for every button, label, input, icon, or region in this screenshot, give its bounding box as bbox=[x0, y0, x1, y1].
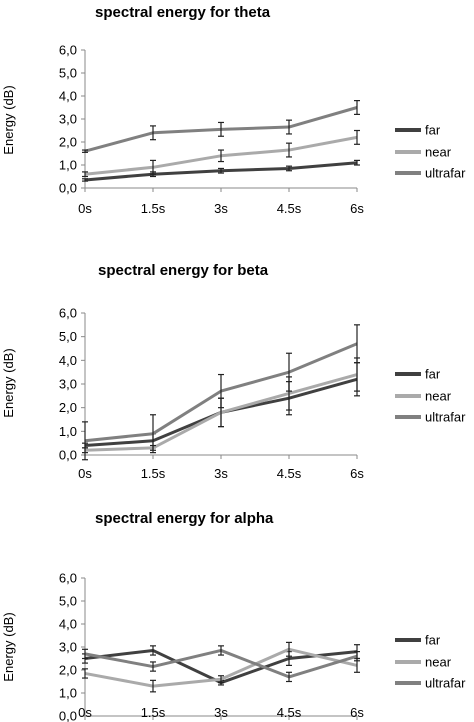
x-tick-label: 6s bbox=[350, 705, 364, 720]
y-tick-label: 6,0 bbox=[59, 43, 77, 58]
x-tick-label: 4.5s bbox=[277, 705, 302, 720]
y-tick-label: 1,0 bbox=[59, 158, 77, 173]
x-tick-label: 4.5s bbox=[277, 466, 302, 481]
y-axis-label: Energy (dB) bbox=[1, 85, 16, 154]
error-bar bbox=[150, 159, 156, 175]
y-tick-label: 6,0 bbox=[59, 306, 77, 321]
legend-label-near: near bbox=[425, 655, 452, 670]
error-bar bbox=[218, 645, 224, 656]
chart-title: spectral energy for theta bbox=[95, 4, 271, 21]
y-axis-label: Energy (dB) bbox=[1, 612, 16, 681]
y-tick-label: 3,0 bbox=[59, 377, 77, 392]
y-tick-label: 1,0 bbox=[59, 424, 77, 439]
legend-label-ultrafar: ultrafar bbox=[425, 676, 466, 691]
y-tick-label: 0,0 bbox=[59, 448, 77, 463]
legend-label-far: far bbox=[425, 367, 441, 382]
error-bar bbox=[82, 648, 88, 660]
legend-label-ultrafar: ultrafar bbox=[425, 166, 466, 181]
x-tick-label: 6s bbox=[350, 201, 364, 216]
y-axis-label: Energy (dB) bbox=[1, 348, 16, 417]
error-bar bbox=[286, 142, 292, 158]
y-tick-label: 6,0 bbox=[59, 571, 77, 586]
chart-panel: spectral energy for beta Energy (dB) 0,0 1,… bbox=[1, 262, 466, 481]
legend-label-ultrafar: ultrafar bbox=[425, 410, 466, 425]
error-bar bbox=[82, 178, 88, 182]
y-tick-label: 4,0 bbox=[59, 89, 77, 104]
legend-label-far: far bbox=[425, 123, 441, 138]
x-tick-label: 3s bbox=[214, 705, 228, 720]
error-bar bbox=[354, 650, 360, 662]
error-bar bbox=[286, 165, 292, 172]
error-bar bbox=[286, 119, 292, 135]
y-tick-label: 3,0 bbox=[59, 640, 77, 655]
legend-label-far: far bbox=[425, 633, 441, 648]
error-bar bbox=[354, 99, 360, 116]
error-bar bbox=[150, 414, 156, 454]
error-bar bbox=[218, 675, 224, 684]
error-bar bbox=[150, 125, 156, 141]
error-bar bbox=[286, 671, 292, 683]
error-bar bbox=[150, 661, 156, 672]
error-bar bbox=[82, 171, 88, 178]
y-tick-label: 2,0 bbox=[59, 400, 77, 415]
error-bar bbox=[218, 149, 224, 163]
x-tick-label: 1.5s bbox=[141, 201, 166, 216]
y-tick-label: 4,0 bbox=[59, 353, 77, 368]
x-tick-label: 0s bbox=[78, 466, 92, 481]
x-tick-label: 1.5s bbox=[141, 705, 166, 720]
y-tick-label: 2,0 bbox=[59, 663, 77, 678]
legend-label-near: near bbox=[425, 389, 452, 404]
error-bar bbox=[82, 421, 88, 461]
x-tick-label: 6s bbox=[350, 466, 364, 481]
y-tick-label: 0,0 bbox=[59, 709, 77, 722]
x-tick-label: 0s bbox=[78, 201, 92, 216]
error-bar bbox=[218, 167, 224, 174]
error-bar bbox=[218, 373, 224, 409]
chart-title: spectral energy for beta bbox=[98, 262, 269, 279]
error-bar bbox=[354, 324, 360, 364]
y-tick-label: 1,0 bbox=[59, 686, 77, 701]
x-tick-label: 3s bbox=[214, 201, 228, 216]
y-tick-label: 3,0 bbox=[59, 112, 77, 127]
legend-label-near: near bbox=[425, 145, 452, 160]
x-tick-label: 0s bbox=[78, 705, 92, 720]
error-bar bbox=[354, 159, 360, 166]
error-bar bbox=[286, 352, 292, 392]
y-tick-label: 2,0 bbox=[59, 135, 77, 150]
y-tick-label: 4,0 bbox=[59, 617, 77, 632]
chart-panel: spectral energy for theta Energy (dB) 0,0 1… bbox=[1, 4, 466, 216]
y-tick-label: 0,0 bbox=[59, 181, 77, 196]
y-tick-label: 5,0 bbox=[59, 66, 77, 81]
chart-panel: spectral energy for alpha Energy (dB) 0,0 1… bbox=[1, 510, 466, 722]
x-tick-label: 1.5s bbox=[141, 466, 166, 481]
error-bar bbox=[150, 645, 156, 656]
error-bar bbox=[150, 679, 156, 693]
y-tick-label: 5,0 bbox=[59, 594, 77, 609]
error-bar bbox=[218, 121, 224, 137]
x-tick-label: 4.5s bbox=[277, 201, 302, 216]
error-bar bbox=[82, 149, 88, 153]
error-bar bbox=[354, 129, 360, 145]
y-tick-label: 5,0 bbox=[59, 329, 77, 344]
x-tick-label: 3s bbox=[214, 466, 228, 481]
chart-title: spectral energy for alpha bbox=[95, 510, 274, 527]
error-bar bbox=[82, 668, 88, 679]
error-bar bbox=[286, 641, 292, 657]
